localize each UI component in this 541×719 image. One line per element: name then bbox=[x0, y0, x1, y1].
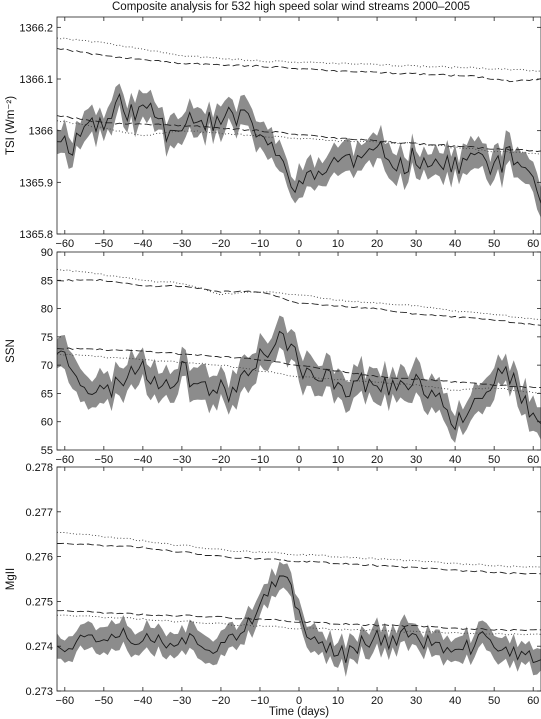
mgii-confidence-band bbox=[57, 561, 541, 677]
mgii-lower-dashed-line bbox=[57, 610, 541, 632]
y-tick-label: 1366.1 bbox=[19, 74, 53, 86]
y-tick-label: 0.277 bbox=[25, 507, 53, 519]
ssn-y-axis-title: SSN bbox=[5, 339, 17, 363]
x-tick-label: 30 bbox=[410, 454, 422, 466]
x-tick-label: 40 bbox=[449, 454, 461, 466]
y-tick-label: 0.276 bbox=[25, 552, 53, 564]
x-tick-label: 50 bbox=[488, 695, 500, 707]
y-tick-label: 1365.9 bbox=[19, 177, 53, 189]
tsi-mean-line bbox=[57, 92, 541, 204]
x-tick-label: −20 bbox=[212, 695, 231, 707]
x-tick-label: 60 bbox=[527, 238, 539, 250]
x-tick-label: 0 bbox=[296, 238, 302, 250]
tsi-upper-dashed-line bbox=[57, 47, 541, 83]
x-tick-label: −40 bbox=[134, 454, 153, 466]
y-tick-label: 0.274 bbox=[25, 641, 53, 653]
x-tick-label: −60 bbox=[55, 454, 74, 466]
x-tick-label: −10 bbox=[251, 238, 270, 250]
y-tick-label: 65 bbox=[41, 388, 53, 400]
x-tick-label: −60 bbox=[55, 695, 74, 707]
x-tick-label: 10 bbox=[332, 238, 344, 250]
ssn-upper-dashed-line bbox=[57, 279, 541, 326]
y-tick-label: 90 bbox=[41, 247, 53, 259]
x-tick-label: 20 bbox=[371, 238, 383, 250]
x-tick-label: −40 bbox=[134, 238, 153, 250]
ssn-upper-dotted-line bbox=[57, 268, 541, 321]
panel-tsi: −60 −50 −40 −30 −20 −10 0 10 20 30 40 50 60 1365.8 136… bbox=[5, 16, 541, 250]
x-tick-label: −30 bbox=[173, 238, 192, 250]
panel-mgii: −60 −50 −40 −30 −20 −10 0 10 20 30 40 50 60 0.273 0.27… bbox=[5, 462, 541, 707]
ssn-lower-dotted-line bbox=[57, 353, 541, 394]
tsi-lower-dashed-line bbox=[57, 115, 541, 152]
x-tick-label: 20 bbox=[371, 454, 383, 466]
y-tick-label: 70 bbox=[41, 360, 53, 372]
x-tick-label: 50 bbox=[488, 454, 500, 466]
mgii-upper-dashed-line bbox=[57, 542, 541, 575]
x-axis-title: Time (days) bbox=[269, 706, 329, 718]
x-tick-label: −60 bbox=[55, 238, 74, 250]
x-tick-label: −20 bbox=[212, 454, 231, 466]
tsi-confidence-band bbox=[57, 83, 541, 218]
x-tick-label: −30 bbox=[173, 454, 192, 466]
tsi-lower-dotted-line bbox=[57, 120, 541, 155]
y-tick-label: 1366.2 bbox=[19, 22, 53, 34]
x-tick-label: 20 bbox=[371, 695, 383, 707]
y-tick-label: 0.278 bbox=[25, 462, 53, 474]
mgii-upper-dotted-line bbox=[57, 531, 541, 568]
tsi-y-axis-title: TSI (Wm⁻²) bbox=[5, 96, 17, 155]
y-tick-label: 60 bbox=[41, 417, 53, 429]
x-tick-label: 50 bbox=[488, 238, 500, 250]
x-tick-label: −40 bbox=[134, 695, 153, 707]
y-tick-label: 0.273 bbox=[25, 686, 53, 698]
x-tick-label: 40 bbox=[449, 695, 461, 707]
ssn-confidence-band bbox=[57, 315, 541, 443]
x-tick-label: 0 bbox=[296, 695, 302, 707]
ssn-mean-line bbox=[57, 330, 541, 431]
mgii-mean-line bbox=[57, 575, 541, 664]
tsi-axes-frame bbox=[56, 16, 541, 235]
x-tick-label: 30 bbox=[410, 238, 422, 250]
y-tick-label: 55 bbox=[41, 445, 53, 457]
x-tick-label: −20 bbox=[212, 238, 231, 250]
tsi-upper-dotted-line bbox=[57, 37, 541, 72]
x-tick-label: 30 bbox=[410, 695, 422, 707]
x-tick-label: 60 bbox=[527, 454, 539, 466]
y-tick-label: 75 bbox=[41, 332, 53, 344]
y-tick-label: 1365.8 bbox=[19, 229, 53, 241]
panel-ssn: −60 −50 −40 −30 −20 −10 0 10 20 30 40 50 60 55 60 65 70 7… bbox=[5, 247, 541, 466]
y-tick-label: 80 bbox=[41, 304, 53, 316]
x-tick-label: −50 bbox=[95, 238, 114, 250]
y-tick-label: 1366 bbox=[29, 126, 53, 138]
x-tick-label: 10 bbox=[332, 695, 344, 707]
x-tick-label: −50 bbox=[95, 454, 114, 466]
x-tick-label: −10 bbox=[251, 454, 270, 466]
x-tick-label: 10 bbox=[332, 454, 344, 466]
y-tick-label: 85 bbox=[41, 275, 53, 287]
x-tick-label: −10 bbox=[251, 695, 270, 707]
y-tick-label: 0.275 bbox=[25, 596, 53, 608]
x-tick-label: 40 bbox=[449, 238, 461, 250]
x-tick-label: −50 bbox=[95, 695, 114, 707]
mgii-y-axis-title: MgII bbox=[5, 568, 17, 590]
x-tick-label: 60 bbox=[527, 695, 539, 707]
x-tick-label: 0 bbox=[296, 454, 302, 466]
figure-title: Composite analysis for 532 high speed so… bbox=[112, 1, 470, 13]
x-tick-label: −30 bbox=[173, 695, 192, 707]
